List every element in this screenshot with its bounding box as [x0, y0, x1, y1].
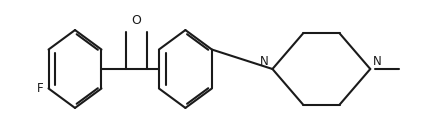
Text: N: N: [372, 55, 381, 68]
Text: N: N: [260, 55, 269, 68]
Text: O: O: [132, 14, 141, 27]
Text: F: F: [37, 82, 43, 95]
